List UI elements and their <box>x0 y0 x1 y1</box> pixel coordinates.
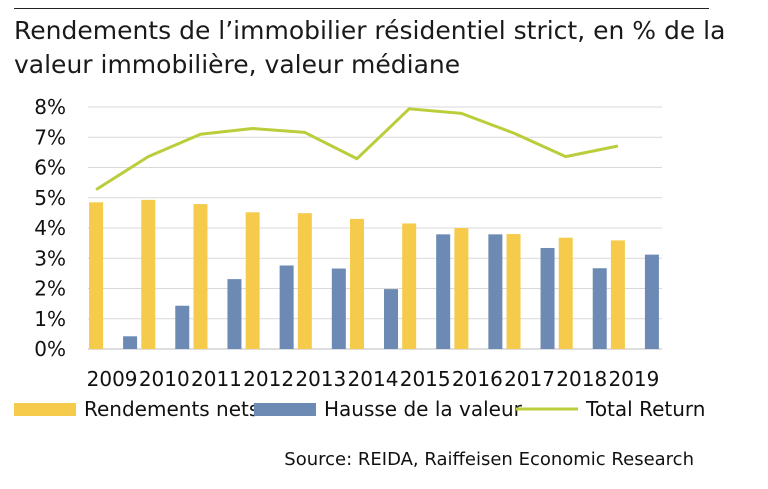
bar-hausse-valeur-2013 <box>331 268 346 349</box>
bar-rendements-nets-2017 <box>506 234 521 349</box>
chart-title: Rendements de l’immobilier résidentiel s… <box>14 16 726 79</box>
bar-hausse-valeur-2017 <box>540 247 555 349</box>
bar-rendements-nets-2016 <box>454 228 469 349</box>
source-note: Source: REIDA, Raiffeisen Economic Resea… <box>284 449 694 470</box>
x-tick-label: 2009 <box>87 367 138 391</box>
x-tick-label: 2016 <box>452 367 503 391</box>
bar-hausse-valeur-2018 <box>592 268 607 349</box>
bar-rendements-nets-2009 <box>89 202 104 349</box>
y-tick-label: 0% <box>34 337 66 361</box>
bar-hausse-valeur-2011 <box>227 279 242 349</box>
bar-rendements-nets-2018 <box>558 237 573 349</box>
legend-label-hausse-valeur: Hausse de la valeur <box>324 397 523 421</box>
y-axis-ticks: 0% 1% 2% 3% 4% 5% 6% 7% 8% <box>34 95 66 361</box>
x-tick-label: 2013 <box>295 367 346 391</box>
bar-hausse-valeur-2014 <box>384 289 398 349</box>
x-tick-label: 2018 <box>556 367 607 391</box>
y-tick-label: 3% <box>34 246 66 270</box>
chart: 0%1%2%3%4%5%6%7%8% 2009 2010 2011 2012 2013 2… <box>14 95 705 421</box>
title-rule <box>14 8 709 9</box>
y-tick-label: 5% <box>34 186 66 210</box>
bar-rendements-nets-2015 <box>402 223 417 349</box>
legend-swatch-rendements-nets <box>14 403 76 416</box>
x-tick-label: 2015 <box>400 367 451 391</box>
x-tick-label: 2019 <box>608 367 659 391</box>
x-tick-label: 2011 <box>191 367 242 391</box>
bar-hausse-valeur-2015 <box>436 234 451 349</box>
bar-rendements-nets-2019 <box>610 240 625 349</box>
bar-hausse-valeur-2016 <box>488 234 503 349</box>
legend-label-rendements-nets: Rendements nets <box>84 397 259 421</box>
bar-rendements-nets-2010 <box>141 199 156 349</box>
total-return-line <box>95 107 619 191</box>
bar-rendements-nets-2014 <box>350 218 364 349</box>
bar-hausse-valeur-2019 <box>644 254 659 349</box>
total-return-line-group <box>95 107 619 191</box>
y-tick-label: 4% <box>34 216 66 240</box>
bar-hausse-valeur-2010 <box>175 305 190 349</box>
y-tick-label: 6% <box>34 156 66 180</box>
x-tick-label: 2012 <box>243 367 294 391</box>
y-tick-label: 2% <box>34 277 66 301</box>
legend: Rendements nets Hausse de la valeur Total … <box>14 397 705 421</box>
bar-rendements-nets-2012 <box>245 212 260 349</box>
y-tick-label: 7% <box>34 125 66 149</box>
legend-label-total-return: Total Return <box>585 397 705 421</box>
y-tick-label: 8% <box>34 95 66 119</box>
x-tick-label: 2017 <box>504 367 555 391</box>
y-tick-label: 1% <box>34 307 66 331</box>
bar-hausse-valeur-2012 <box>279 265 294 349</box>
x-axis-ticks: 2009 2010 2011 2012 2013 2014 2015 2016 2017 2018… <box>87 367 660 391</box>
bar-rendements-nets-2013 <box>297 213 312 349</box>
x-tick-label: 2014 <box>348 367 399 391</box>
bars <box>89 199 659 349</box>
x-tick-label: 2010 <box>139 367 190 391</box>
legend-swatch-hausse-valeur <box>254 403 316 416</box>
bar-hausse-valeur-2009 <box>123 336 138 349</box>
bar-rendements-nets-2011 <box>193 204 208 349</box>
